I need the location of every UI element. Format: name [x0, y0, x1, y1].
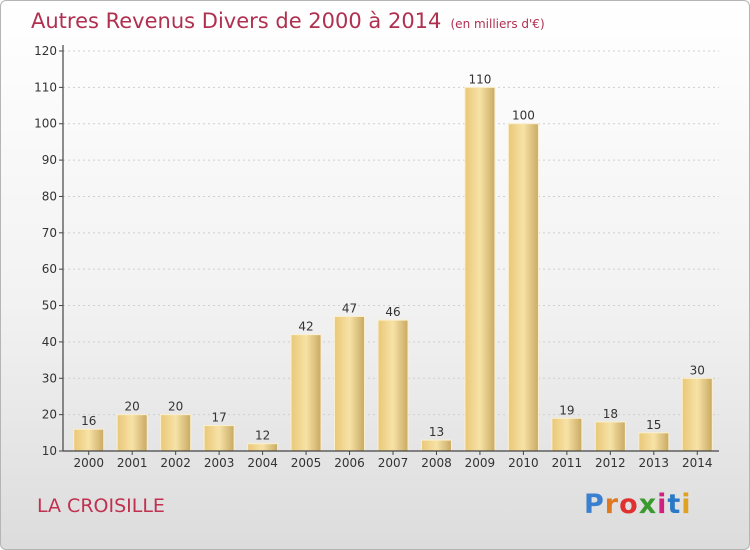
- x-tick-label: 2009: [465, 456, 496, 470]
- grid-layer: [63, 50, 719, 416]
- bar-value-label: 30: [690, 363, 705, 377]
- bar-2012: [594, 421, 626, 452]
- logo-letter: r: [604, 489, 620, 520]
- y-tick-label: 10: [42, 444, 57, 458]
- bar-value-label: 42: [298, 320, 313, 334]
- logo-letter: x: [638, 489, 658, 520]
- bar-2004: [247, 443, 279, 452]
- bar-value-label: 20: [125, 400, 140, 414]
- bar-value-label: 12: [255, 429, 270, 443]
- bar-value-label: 16: [81, 414, 96, 428]
- y-tick-label: 80: [42, 189, 57, 203]
- bar-2002: [160, 414, 192, 452]
- bar-2008: [420, 439, 452, 452]
- chart-subtitle: (en milliers d'€): [450, 17, 545, 31]
- place-name: LA CROISILLE: [37, 495, 165, 517]
- bar-value-label: 19: [559, 403, 574, 417]
- x-tick-label: 2002: [160, 456, 191, 470]
- bar-2014: [681, 377, 713, 452]
- bar-2000: [73, 428, 105, 452]
- y-tick-label: 40: [42, 335, 57, 349]
- logo-letter: i: [681, 489, 692, 520]
- x-tick-label: 2014: [682, 456, 713, 470]
- x-tick-label: 2000: [73, 456, 104, 470]
- bar-layer: 16 20 20 17 12 42 47 46 13 110 100 19 18 15 30: [73, 72, 713, 452]
- chart-title-main: Autres Revenus Divers de 2000 à 2014: [31, 9, 442, 33]
- bar-2005: [290, 334, 322, 452]
- bar-value-label: 17: [211, 411, 226, 425]
- y-tick-label: 50: [42, 299, 57, 313]
- y-tick-label: 20: [42, 408, 57, 422]
- y-tick-label: 30: [42, 371, 57, 385]
- bar-value-label: 13: [429, 425, 444, 439]
- bar-chart: 16 20 20 17 12 42 47 46 13 110 100 19 18 15 30 10 20 30 4…: [34, 44, 719, 470]
- chart-title: Autres Revenus Divers de 2000 à 2014 (en…: [31, 9, 545, 33]
- bar-value-label: 47: [342, 301, 357, 315]
- y-tick-label: 70: [42, 226, 57, 240]
- logo-letter: i: [657, 489, 668, 520]
- y-tick-label: 110: [34, 80, 57, 94]
- axis-layer: 10 20 30 40 50 60 70 80 90 100 110 120 2000 2001 2002 2…: [34, 44, 719, 470]
- x-tick-label: 2010: [508, 456, 539, 470]
- x-tick-label: 2013: [639, 456, 670, 470]
- y-tick-label: 100: [34, 117, 57, 131]
- bar-value-label: 110: [468, 72, 491, 86]
- x-tick-label: 2004: [247, 456, 278, 470]
- bar-2010: [507, 123, 539, 452]
- bar-2011: [551, 417, 583, 452]
- logo-letter: P: [584, 489, 605, 520]
- logo-letter: o: [619, 489, 639, 520]
- bar-2006: [334, 315, 366, 452]
- x-tick-label: 2008: [421, 456, 452, 470]
- x-tick-label: 2006: [334, 456, 365, 470]
- y-tick-label: 60: [42, 262, 57, 276]
- x-tick-label: 2011: [552, 456, 583, 470]
- proxiti-logo[interactable]: Proxiti: [584, 489, 692, 520]
- bar-value-label: 46: [385, 305, 400, 319]
- bar-2013: [638, 432, 670, 452]
- x-tick-label: 2007: [378, 456, 409, 470]
- logo-letter: t: [667, 489, 682, 520]
- bar-2009: [464, 86, 496, 452]
- bar-2007: [377, 319, 409, 452]
- y-tick-label: 120: [34, 44, 57, 58]
- bar-value-label: 100: [512, 109, 535, 123]
- bar-value-label: 18: [603, 407, 618, 421]
- x-tick-label: 2003: [204, 456, 235, 470]
- x-tick-label: 2001: [117, 456, 148, 470]
- bar-value-label: 15: [646, 418, 661, 432]
- bar-value-label: 20: [168, 400, 183, 414]
- x-tick-label: 2005: [291, 456, 322, 470]
- y-tick-label: 90: [42, 153, 57, 167]
- bar-2001: [116, 414, 148, 452]
- bar-2003: [203, 425, 235, 452]
- x-tick-label: 2012: [595, 456, 626, 470]
